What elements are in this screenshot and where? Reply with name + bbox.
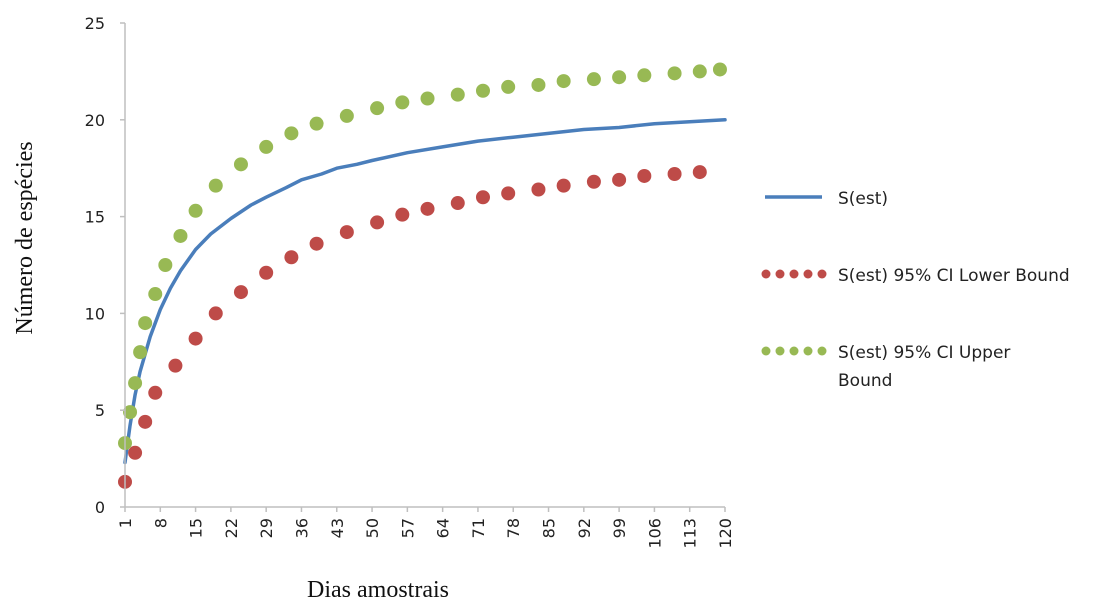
legend-swatch-dot (803, 269, 813, 279)
y-tick-label: 10 (85, 304, 105, 323)
upper-bound-point (475, 83, 490, 98)
x-tick-label: 43 (328, 518, 347, 538)
series-line-sest (123, 118, 727, 465)
upper-bound-point (233, 157, 248, 172)
legend-swatch-dot (817, 346, 827, 356)
upper-bound-point (420, 91, 435, 106)
lower-bound-point (612, 172, 627, 187)
lower-bound-point (450, 196, 465, 211)
x-tick-label: 57 (398, 518, 417, 538)
lower-bound-point (395, 207, 410, 222)
upper-bound-point (692, 64, 707, 79)
lower-bound-point (128, 445, 143, 460)
y-tick-label: 0 (95, 498, 105, 517)
lower-bound-point (531, 182, 546, 197)
lower-bound-point (148, 385, 163, 400)
lower-bound-point (138, 414, 153, 429)
x-tick-label: 113 (681, 518, 700, 549)
x-tick-label: 71 (469, 518, 488, 538)
x-tick-label: 120 (716, 518, 735, 549)
x-tick-label: 8 (151, 518, 170, 528)
legend-swatch-dot (817, 269, 827, 279)
legend-label: S(est) 95% CI Upper Bound (838, 343, 1010, 391)
upper-bound-point (667, 66, 682, 81)
legend-swatch-dot (803, 346, 813, 356)
lower-bound-point (637, 168, 652, 183)
upper-bound-point (259, 139, 274, 154)
x-tick-label: 15 (187, 518, 206, 538)
upper-bound-point (148, 287, 163, 302)
x-tick-label: 64 (434, 518, 453, 538)
legend-label: S(est) 95% CI Lower Bound (838, 266, 1070, 286)
x-tick-label: 50 (363, 518, 382, 538)
y-tick-label: 15 (85, 208, 105, 227)
lower-bound-point (168, 358, 183, 373)
upper-bound-point (173, 228, 188, 243)
x-tick-label: 22 (222, 518, 241, 538)
lower-bound-point (284, 250, 299, 265)
lower-bound-point (309, 236, 324, 251)
upper-bound-point (586, 72, 601, 87)
legend: S(est) S(est) 95% CI Lower Bound S(est) 95… (761, 189, 1070, 391)
y-tick-label: 25 (85, 14, 105, 33)
upper-bound-point (128, 376, 143, 391)
upper-bound-point (712, 62, 727, 77)
upper-bound-point (531, 77, 546, 92)
legend-swatch-dot (775, 269, 785, 279)
upper-bound-point (339, 108, 354, 123)
lower-bound-point (259, 265, 274, 280)
x-axis-title: Dias amostrais (307, 577, 449, 603)
upper-bound-point (309, 116, 324, 131)
upper-bound-point (158, 258, 173, 272)
upper-bound-point (208, 178, 223, 193)
x-tick-label: 106 (645, 518, 664, 549)
upper-bound-point (123, 405, 138, 420)
x-tick-label: 85 (540, 518, 559, 538)
lower-bound-point (420, 201, 435, 216)
upper-bound-point (370, 101, 385, 116)
legend-swatch-dot (789, 346, 799, 356)
upper-bound-point (637, 68, 652, 83)
upper-bound-point (612, 70, 627, 85)
upper-bound-point (450, 87, 465, 102)
lower-bound-point (556, 178, 571, 193)
legend-swatch-dot (761, 269, 771, 279)
lower-bound-point (370, 215, 385, 230)
y-tick-label: 20 (85, 111, 105, 130)
x-tick-label: 92 (575, 518, 594, 538)
upper-bound-point (395, 95, 410, 110)
lower-bound-point (188, 331, 203, 346)
upper-bound-point (501, 79, 516, 94)
upper-bound-point (133, 345, 148, 360)
legend-swatch-dot (761, 346, 771, 356)
legend-swatch-dot (775, 346, 785, 356)
upper-bound-point (556, 74, 571, 89)
upper-bound-point (138, 316, 153, 331)
x-tick-label: 99 (610, 518, 629, 538)
upper-bound-point (188, 203, 203, 218)
legend-label: S(est) (838, 189, 888, 209)
y-axis-title: Número de espécies (12, 141, 38, 334)
x-tick-label: 78 (504, 518, 523, 538)
lower-bound-point (233, 285, 248, 300)
x-tick-label: 1 (116, 518, 135, 528)
lower-bound-point (208, 306, 223, 321)
lower-bound-point (586, 174, 601, 189)
lower-bound-point (667, 167, 682, 182)
lower-bound-point (475, 190, 490, 205)
y-tick-label: 5 (95, 401, 105, 420)
upper-bound-point (284, 126, 299, 141)
legend-swatch-dot (789, 269, 799, 279)
axes: 0 5 10 15 20 25 1 8 15 22 29 36 43 50 57 64 71 78 85 92 99 10… (85, 14, 735, 549)
lower-bound-point (692, 165, 707, 180)
plot-area (118, 62, 727, 489)
x-tick-label: 29 (257, 518, 276, 538)
x-tick-label: 36 (292, 518, 311, 538)
lower-bound-point (501, 186, 516, 201)
lower-bound-point (339, 225, 354, 240)
